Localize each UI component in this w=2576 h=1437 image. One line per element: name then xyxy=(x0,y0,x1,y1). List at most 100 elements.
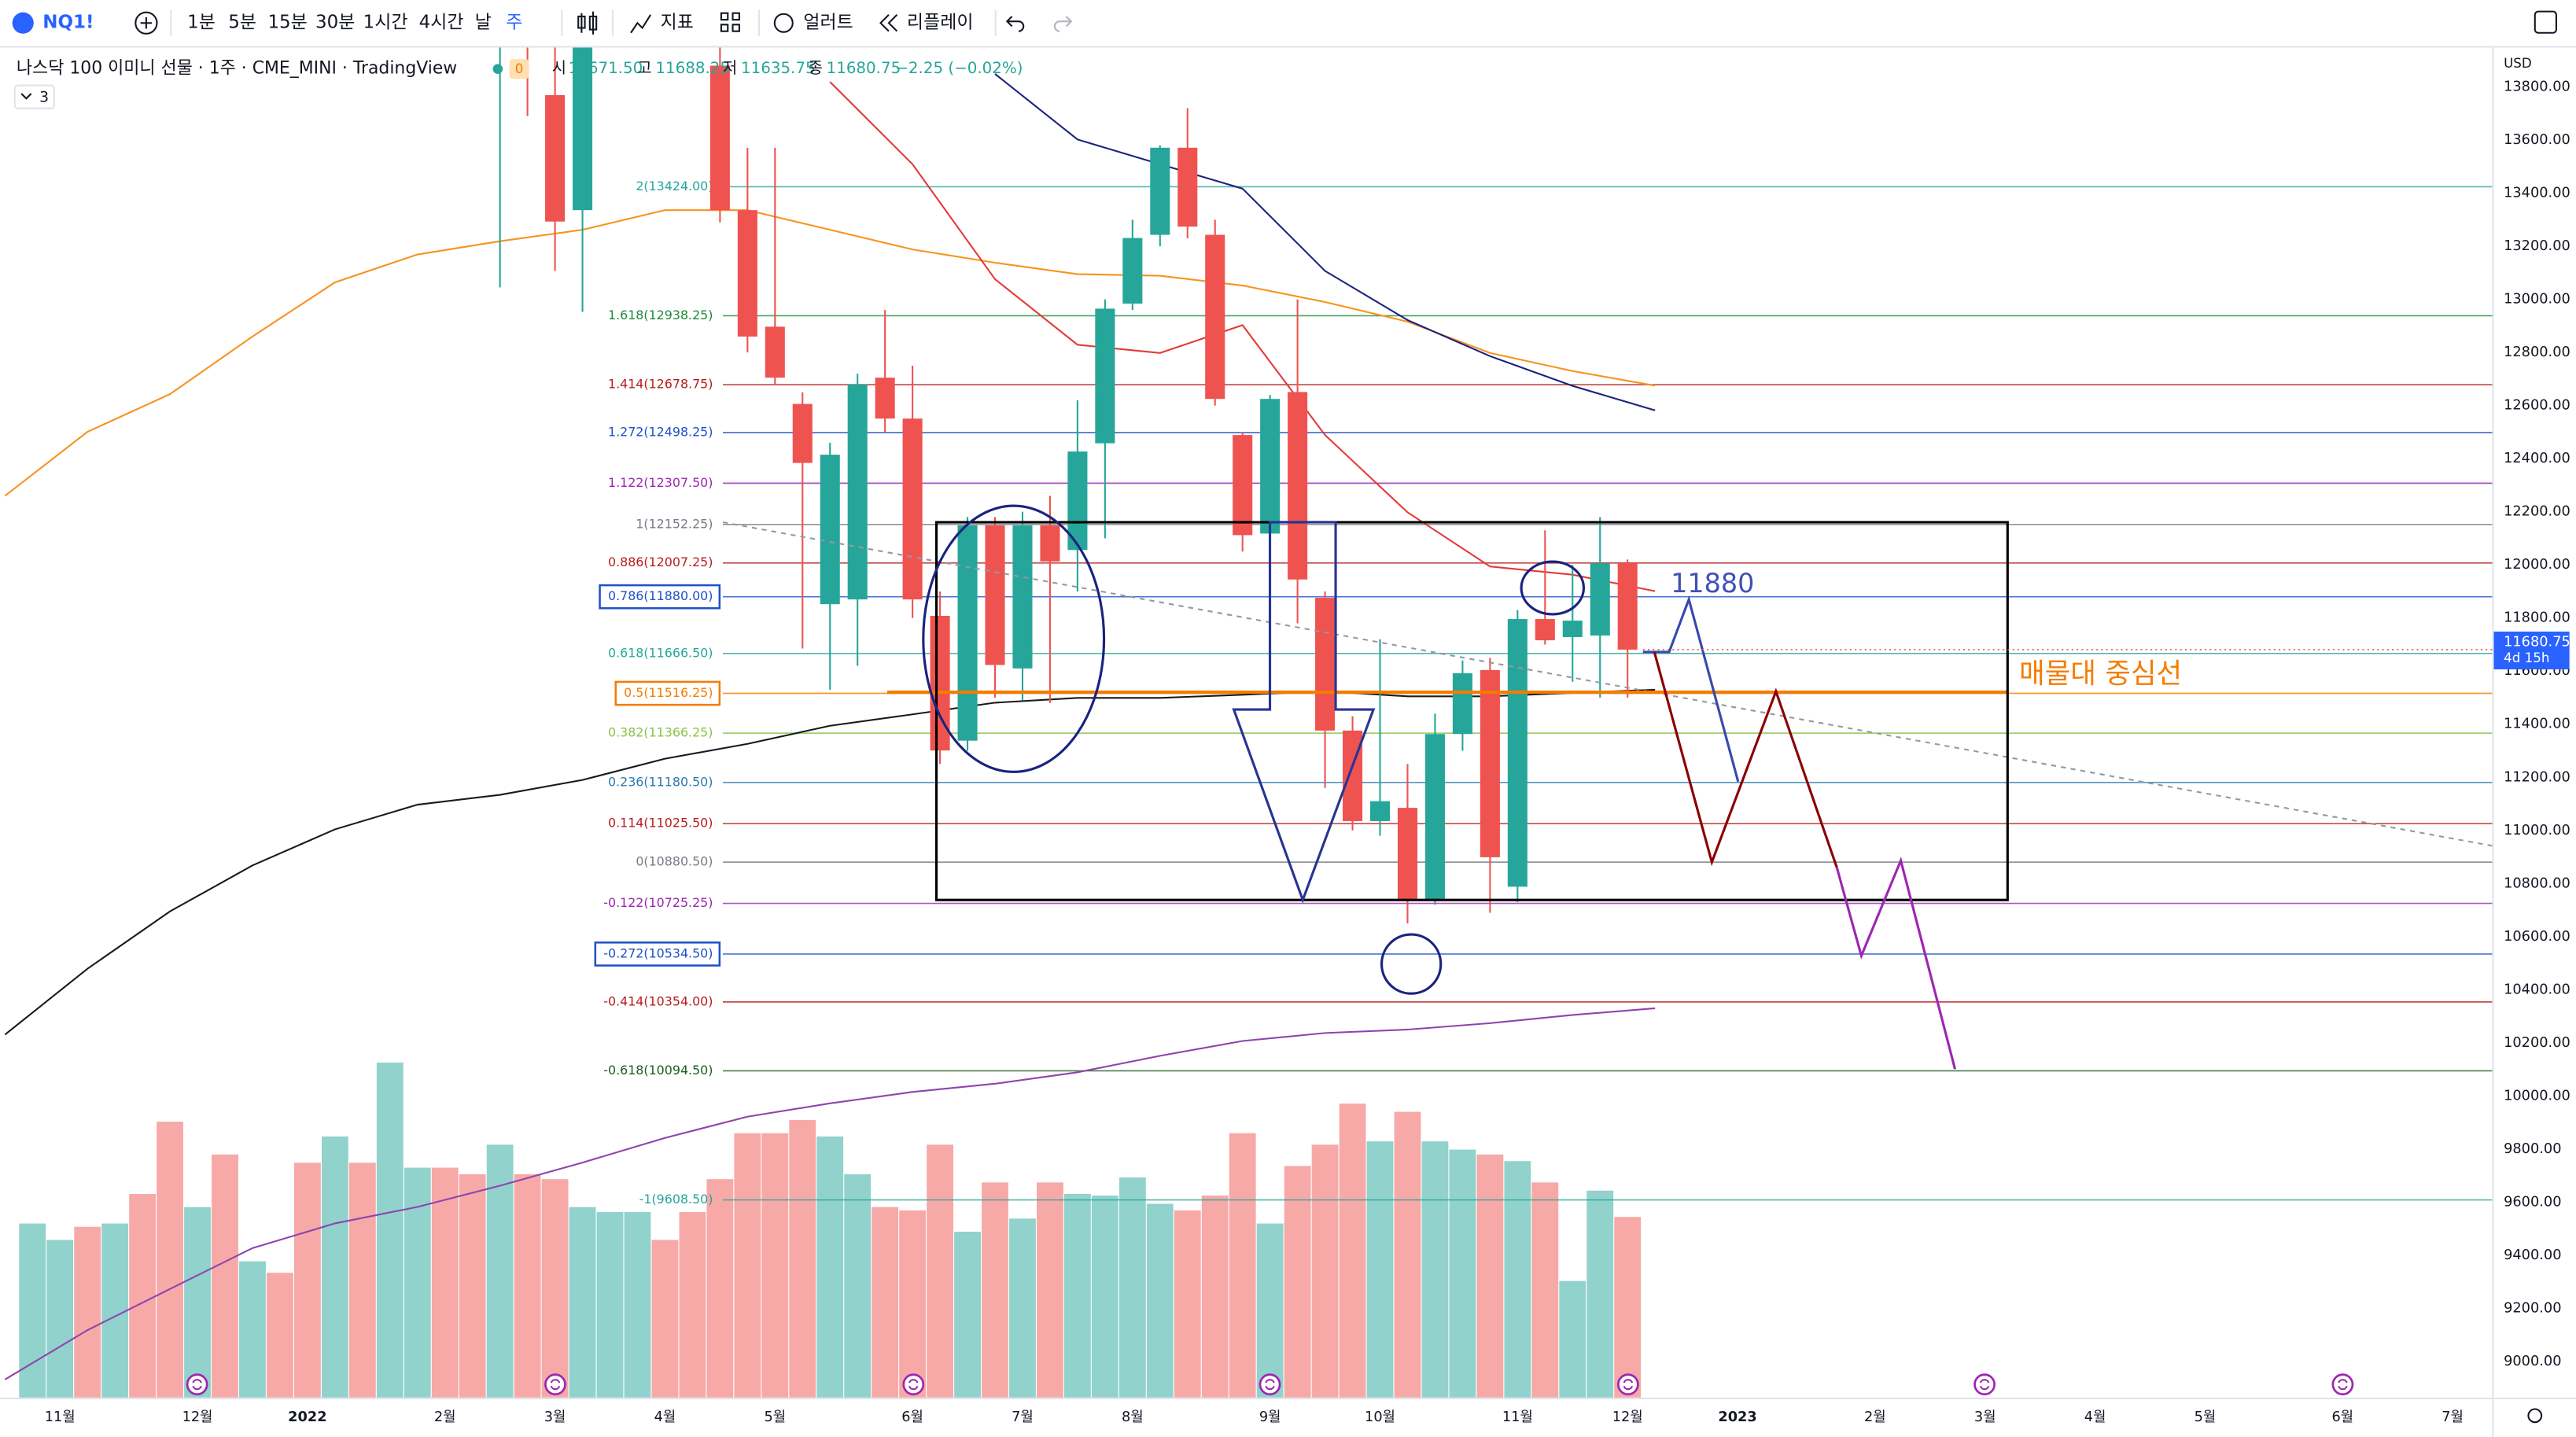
candle-body xyxy=(1397,808,1418,900)
arrow-drawing[interactable] xyxy=(1232,521,1376,904)
event-icon-glyph xyxy=(550,1379,561,1391)
y-tick-label: 10600.00 xyxy=(2504,929,2570,945)
event-icon-glyph xyxy=(1265,1379,1275,1391)
ellipse[interactable] xyxy=(1520,560,1586,616)
ellipse[interactable] xyxy=(922,504,1106,773)
interval-button[interactable]: 5분 xyxy=(228,13,256,33)
volume-bar xyxy=(1009,1218,1036,1398)
x-tick-label: 4월 xyxy=(654,1409,676,1425)
volume-bar xyxy=(46,1240,74,1398)
chart-title: 나스닥 100 이미니 선물 · 1주 · CME_MINI · Trading… xyxy=(17,59,457,79)
y-tick-label: 10200.00 xyxy=(2504,1035,2570,1051)
projection-path[interactable] xyxy=(1835,857,1957,1070)
event-icon-glyph xyxy=(192,1379,202,1391)
candle-body xyxy=(985,525,1005,665)
interval-button[interactable]: 1시간 xyxy=(363,13,408,33)
ohlc-value: 11688.25 xyxy=(655,59,730,77)
volume-bar xyxy=(982,1182,1008,1398)
event-icon xyxy=(186,1373,208,1396)
moving-average xyxy=(4,1007,1656,1380)
symbol[interactable]: NQ1! xyxy=(42,13,94,33)
x-tick-label: 7월 xyxy=(1012,1409,1034,1425)
interval-button-active[interactable]: 주 xyxy=(506,13,522,33)
fullscreen-button[interactable] xyxy=(2534,10,2557,34)
volume-bar xyxy=(74,1226,101,1398)
x-tick-label: 2022 xyxy=(288,1409,326,1425)
trend-line[interactable] xyxy=(722,521,2493,847)
x-tick-label: 2023 xyxy=(1718,1409,1756,1425)
volume-bar xyxy=(1201,1196,1229,1398)
volume-bar xyxy=(1256,1223,1284,1398)
x-tick-label: 2월 xyxy=(434,1409,456,1425)
fib-label: 1(12152.25) xyxy=(636,516,713,531)
chart-type-button[interactable] xyxy=(577,11,598,35)
volume-bar xyxy=(321,1136,348,1398)
volume-bar xyxy=(404,1167,431,1398)
x-tick-label: 12월 xyxy=(182,1409,213,1425)
x-tick-label: 10월 xyxy=(1365,1409,1395,1425)
symbol-logo[interactable] xyxy=(12,12,34,34)
moving-average xyxy=(994,73,1656,411)
candle-body xyxy=(1177,147,1198,227)
interval-button[interactable]: 30분 xyxy=(315,13,355,33)
candle-body xyxy=(765,326,785,378)
interval-button[interactable]: 1분 xyxy=(187,13,216,33)
drawings xyxy=(722,504,2493,1070)
fib-label-box xyxy=(599,584,721,610)
candle-body xyxy=(1617,563,1638,650)
indicator-icon xyxy=(630,14,651,34)
alerts-button[interactable]: 얼러트 xyxy=(803,13,853,33)
volume-bar xyxy=(596,1211,624,1398)
x-tick-label: 4월 xyxy=(2084,1409,2106,1425)
indicator-toggle[interactable] xyxy=(13,84,55,109)
candle-body xyxy=(1369,801,1391,821)
replay-button[interactable]: 리플레이 xyxy=(907,13,974,33)
ellipse[interactable] xyxy=(1380,933,1443,995)
status-badge xyxy=(509,59,529,79)
volume-bar xyxy=(1587,1190,1614,1398)
event-icon-glyph xyxy=(1979,1379,1990,1391)
y-tick-label: 13200.00 xyxy=(2504,238,2570,254)
undo-button[interactable] xyxy=(1005,16,1025,32)
event-icon-glyph xyxy=(1623,1379,1634,1391)
y-tick-label: 11400.00 xyxy=(2504,717,2570,732)
volume-bar xyxy=(1449,1149,1476,1398)
volume-bar xyxy=(1229,1133,1256,1398)
ohlc-value: 11680.75 xyxy=(827,59,901,77)
y-tick-label: 10800.00 xyxy=(2504,875,2570,891)
volume-bar xyxy=(1037,1182,1063,1398)
interval-button[interactable]: 4시간 xyxy=(419,13,464,33)
compare-button[interactable] xyxy=(135,11,158,35)
annotation: 매물대 중심선 xyxy=(2019,658,2182,690)
layout-button[interactable] xyxy=(720,12,740,32)
projection-path[interactable] xyxy=(1653,651,1838,868)
volume-bar xyxy=(761,1133,789,1398)
interval-button[interactable]: 날 xyxy=(475,13,492,33)
volume-bar xyxy=(212,1154,238,1398)
fib-label: 1.414(12678.75) xyxy=(608,377,713,392)
settings-button[interactable] xyxy=(2527,1408,2543,1424)
candle-body xyxy=(1507,619,1528,887)
volume-bar xyxy=(1476,1154,1504,1398)
volume-bar xyxy=(1614,1217,1642,1398)
interval-button[interactable]: 15분 xyxy=(267,13,307,33)
ohlc-value: 11671.50 xyxy=(569,59,643,77)
candle-body xyxy=(847,384,868,600)
y-tick-label: 11800.00 xyxy=(2504,610,2570,626)
fib-label: 0.382(11366.25) xyxy=(608,725,713,740)
volume-bar xyxy=(1394,1111,1421,1398)
projection-path[interactable] xyxy=(1642,595,1740,783)
candle-body xyxy=(1452,672,1472,735)
indicators-button[interactable]: 지표 xyxy=(661,13,694,33)
countdown: 4d 15h xyxy=(2504,650,2549,665)
status-text: 0 xyxy=(515,61,524,76)
y-tick-label: 12200.00 xyxy=(2504,504,2570,520)
fib-label: 0.618(11666.50) xyxy=(608,645,713,660)
y-tick-label: 9600.00 xyxy=(2504,1194,2561,1210)
redo-button[interactable] xyxy=(1053,16,1073,32)
fib-label: -0.122(10725.25) xyxy=(603,895,713,910)
y-tick-label: 13000.00 xyxy=(2504,292,2570,308)
volume-bar xyxy=(514,1174,541,1398)
candle-body xyxy=(1315,598,1336,731)
volume-bar xyxy=(431,1167,459,1398)
